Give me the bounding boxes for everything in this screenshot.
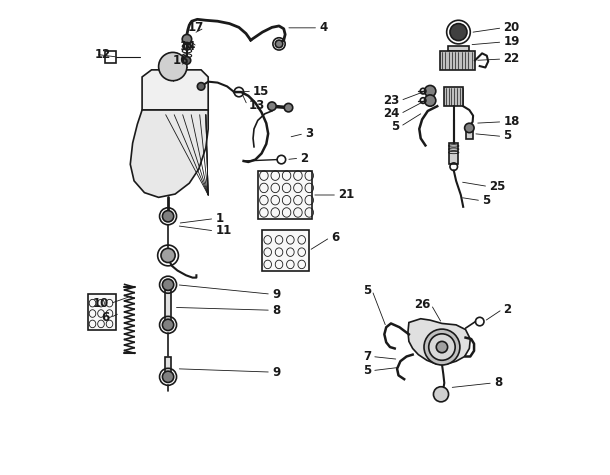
Text: 6: 6 bbox=[101, 311, 109, 324]
Circle shape bbox=[284, 104, 293, 112]
Circle shape bbox=[434, 387, 448, 402]
Bar bbox=[262, 230, 309, 271]
Text: 9: 9 bbox=[272, 366, 280, 379]
Text: 5: 5 bbox=[391, 120, 400, 133]
Bar bbox=[466, 130, 473, 139]
Circle shape bbox=[162, 279, 174, 290]
Circle shape bbox=[182, 35, 192, 44]
Text: 13: 13 bbox=[248, 99, 265, 112]
Circle shape bbox=[162, 210, 174, 222]
Text: 4: 4 bbox=[319, 21, 328, 34]
Text: 25: 25 bbox=[489, 180, 506, 193]
Bar bbox=[88, 294, 116, 330]
Bar bbox=[106, 51, 116, 63]
Circle shape bbox=[429, 334, 455, 360]
Text: 2: 2 bbox=[503, 303, 511, 316]
Circle shape bbox=[197, 83, 205, 90]
Text: 14: 14 bbox=[180, 40, 196, 53]
Circle shape bbox=[183, 57, 191, 64]
Text: 5: 5 bbox=[363, 284, 371, 297]
Text: 24: 24 bbox=[383, 107, 400, 120]
Bar bbox=[444, 87, 463, 106]
Text: 3: 3 bbox=[305, 127, 313, 140]
Text: 11: 11 bbox=[215, 224, 232, 237]
Text: 5: 5 bbox=[363, 364, 371, 377]
Polygon shape bbox=[448, 46, 469, 51]
Circle shape bbox=[159, 52, 187, 81]
Text: 17: 17 bbox=[187, 21, 204, 34]
Circle shape bbox=[424, 329, 460, 365]
Polygon shape bbox=[131, 110, 208, 197]
Polygon shape bbox=[408, 319, 470, 364]
Bar bbox=[165, 358, 171, 375]
Text: 8: 8 bbox=[272, 304, 280, 317]
Text: 16: 16 bbox=[173, 54, 189, 67]
Circle shape bbox=[268, 102, 276, 111]
Text: 15: 15 bbox=[253, 85, 270, 97]
Text: 23: 23 bbox=[383, 94, 400, 107]
Bar bbox=[258, 171, 312, 218]
Polygon shape bbox=[142, 70, 208, 110]
Bar bbox=[449, 143, 459, 164]
Text: 7: 7 bbox=[363, 350, 371, 363]
Text: 26: 26 bbox=[414, 298, 430, 311]
Text: 10: 10 bbox=[93, 297, 109, 310]
Text: 6: 6 bbox=[331, 231, 339, 244]
Text: 20: 20 bbox=[503, 21, 520, 34]
Text: 22: 22 bbox=[503, 53, 520, 66]
Text: 1: 1 bbox=[215, 212, 223, 225]
Circle shape bbox=[162, 371, 174, 382]
Text: 5: 5 bbox=[503, 130, 512, 142]
Text: 8: 8 bbox=[494, 377, 502, 389]
Circle shape bbox=[436, 342, 448, 353]
Circle shape bbox=[425, 86, 436, 97]
Text: 21: 21 bbox=[338, 189, 354, 201]
Circle shape bbox=[162, 319, 174, 331]
Bar bbox=[440, 51, 475, 70]
Circle shape bbox=[275, 40, 283, 48]
Text: 5: 5 bbox=[482, 194, 490, 207]
Circle shape bbox=[161, 248, 175, 263]
Text: 2: 2 bbox=[300, 152, 309, 165]
Bar bbox=[165, 290, 171, 323]
Circle shape bbox=[465, 123, 474, 133]
Text: 19: 19 bbox=[503, 35, 520, 48]
Circle shape bbox=[425, 95, 436, 106]
Text: 18: 18 bbox=[503, 115, 520, 128]
Circle shape bbox=[450, 24, 467, 40]
Text: 9: 9 bbox=[272, 288, 280, 301]
Text: 12: 12 bbox=[95, 48, 111, 61]
